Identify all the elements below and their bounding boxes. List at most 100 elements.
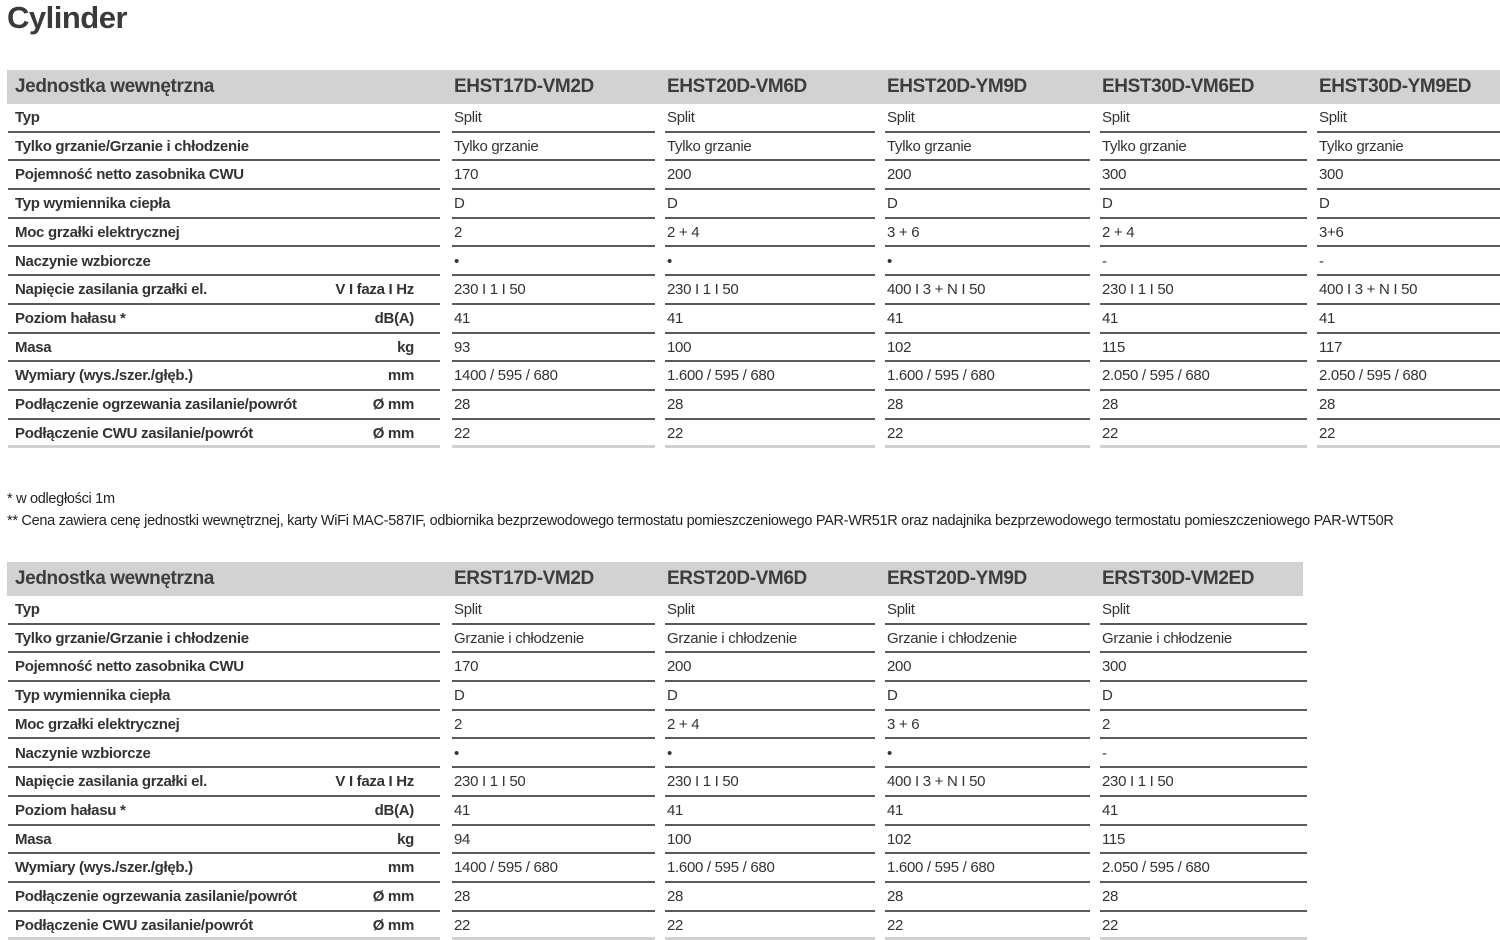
- table-cell: 93: [452, 334, 655, 363]
- table-cell: 41: [452, 305, 655, 334]
- table-cell: D: [1317, 190, 1500, 219]
- table-cell: 1.600 / 595 / 680: [885, 362, 1090, 391]
- row-label: Masa kg: [8, 826, 440, 855]
- row-label-text: Naczynie wzbiorcze: [15, 744, 151, 762]
- table-cell: 102: [885, 334, 1090, 363]
- row-label: Typ: [8, 104, 440, 133]
- model-name: EHST30D-VM6ED: [1102, 76, 1255, 97]
- table-cell: Tylko grzanie: [452, 133, 655, 162]
- table-cell: 41: [665, 305, 875, 334]
- row-label: Podłączenie ogrzewania zasilanie/powrót Ø…: [8, 391, 440, 420]
- table-cell: 28: [1100, 883, 1307, 912]
- row-label: Poziom hałasu * dB(A): [8, 797, 440, 826]
- row-label: Naczynie wzbiorcze: [8, 740, 440, 769]
- table-cell: 28: [885, 391, 1090, 420]
- row-label-text: Moc grzałki elektrycznej: [15, 223, 180, 241]
- row-label-text: Wymiary (wys./szer./głęb.): [15, 367, 193, 385]
- row-unit: kg: [397, 338, 414, 356]
- model-name: ERST20D-YM9D: [887, 568, 1027, 589]
- row-label-text: Typ: [15, 601, 40, 618]
- table-cell: Split: [885, 596, 1090, 625]
- table-cell: 2 + 4: [665, 219, 875, 248]
- table-cell: 200: [665, 161, 875, 191]
- table-cell: 230 I 1 I 50: [665, 768, 875, 797]
- row-label-text: Napięcie zasilania grzałki el.: [15, 773, 207, 791]
- row-label-text: Tylko grzanie/Grzanie i chłodzenie: [15, 629, 249, 647]
- table-cell: •: [665, 248, 875, 277]
- table-cell: 22: [452, 420, 655, 449]
- row-label-text: Pojemność netto zasobnika CWU: [15, 166, 244, 184]
- table-cell: 2: [452, 711, 655, 740]
- table-cell: •: [452, 740, 655, 769]
- table-cell: Grzanie i chłodzenie: [885, 625, 1090, 654]
- table-cell: 230 I 1 I 50: [452, 768, 655, 797]
- table-header: [7, 562, 1303, 596]
- table-cell: 115: [1100, 826, 1307, 855]
- table-cell: 41: [1100, 305, 1307, 334]
- row-label-text: Napięcie zasilania grzałki el.: [15, 281, 207, 299]
- table-cell: 3+6: [1317, 219, 1500, 248]
- table-cell: 300: [1100, 161, 1307, 191]
- table-cell: 28: [1100, 391, 1307, 420]
- table-cell: D: [665, 190, 875, 219]
- table-cell: Tylko grzanie: [1317, 133, 1500, 162]
- table-cell: Split: [665, 104, 875, 133]
- table-cell: D: [1100, 682, 1307, 711]
- row-unit: Ø mm: [372, 424, 415, 442]
- table-cell: 100: [665, 334, 875, 363]
- table-cell: 2 + 4: [1100, 219, 1307, 248]
- table-cell: 22: [1100, 912, 1307, 940]
- table-cell: •: [665, 740, 875, 769]
- table-cell: 28: [452, 883, 655, 912]
- table-cell: 170: [452, 653, 655, 683]
- row-label: Wymiary (wys./szer./głęb.) mm: [8, 362, 440, 391]
- row-label: Moc grzałki elektrycznej: [8, 711, 440, 740]
- table-cell: 100: [665, 826, 875, 855]
- table-cell: 22: [1317, 420, 1500, 449]
- row-label-text: Naczynie wzbiorcze: [15, 252, 151, 270]
- table-cell: 41: [1100, 797, 1307, 826]
- table-cell: 1400 / 595 / 680: [452, 854, 655, 883]
- row-label-text: Wymiary (wys./szer./głęb.): [15, 859, 193, 877]
- row-label-text: Pojemność netto zasobnika CWU: [15, 658, 244, 676]
- table-cell: 94: [452, 826, 655, 855]
- header-label: Jednostka wewnętrzna: [15, 76, 214, 97]
- table-cell: Grzanie i chłodzenie: [665, 625, 875, 654]
- row-unit: dB(A): [374, 801, 415, 819]
- row-label-text: Podłączenie CWU zasilanie/powrót: [15, 424, 253, 442]
- table-cell: Tylko grzanie: [885, 133, 1090, 162]
- table-cell: -: [1100, 740, 1307, 769]
- table-cell: •: [885, 740, 1090, 769]
- table-cell: 28: [885, 883, 1090, 912]
- table-cell: 3 + 6: [885, 219, 1090, 248]
- table-cell: •: [885, 248, 1090, 277]
- row-unit: mm: [387, 367, 414, 385]
- table-cell: 41: [885, 797, 1090, 826]
- row-label-text: Typ wymiennika ciepła: [15, 195, 171, 213]
- row-label: Typ wymiennika ciepła: [8, 682, 440, 711]
- table-cell: D: [1100, 190, 1307, 219]
- row-label: Pojemność netto zasobnika CWU: [8, 161, 440, 191]
- row-unit: dB(A): [374, 309, 415, 327]
- row-label-text: Masa: [15, 338, 52, 356]
- header-label: Jednostka wewnętrzna: [15, 568, 214, 589]
- table-cell: 117: [1317, 334, 1500, 363]
- table-cell: 22: [885, 912, 1090, 940]
- table-cell: 22: [452, 912, 655, 940]
- table-cell: Grzanie i chłodzenie: [1100, 625, 1307, 654]
- table-cell: 28: [665, 391, 875, 420]
- row-label: Podłączenie CWU zasilanie/powrót Ø mm: [8, 912, 440, 940]
- table-cell: 22: [665, 912, 875, 940]
- row-label-text: Moc grzałki elektrycznej: [15, 715, 180, 733]
- table-cell: Split: [665, 596, 875, 625]
- row-label: Masa kg: [8, 334, 440, 363]
- row-label-text: Poziom hałasu *: [15, 801, 126, 819]
- table-cell: 41: [665, 797, 875, 826]
- table-cell: 400 I 3 + N I 50: [885, 276, 1090, 305]
- row-label: Napięcie zasilania grzałki el. V I faza I…: [8, 276, 440, 305]
- table-cell: 1.600 / 595 / 680: [885, 854, 1090, 883]
- table-cell: 2: [452, 219, 655, 248]
- table-cell: 400 I 3 + N I 50: [885, 768, 1090, 797]
- model-name: EHST20D-YM9D: [887, 76, 1027, 97]
- row-unit: kg: [397, 830, 414, 848]
